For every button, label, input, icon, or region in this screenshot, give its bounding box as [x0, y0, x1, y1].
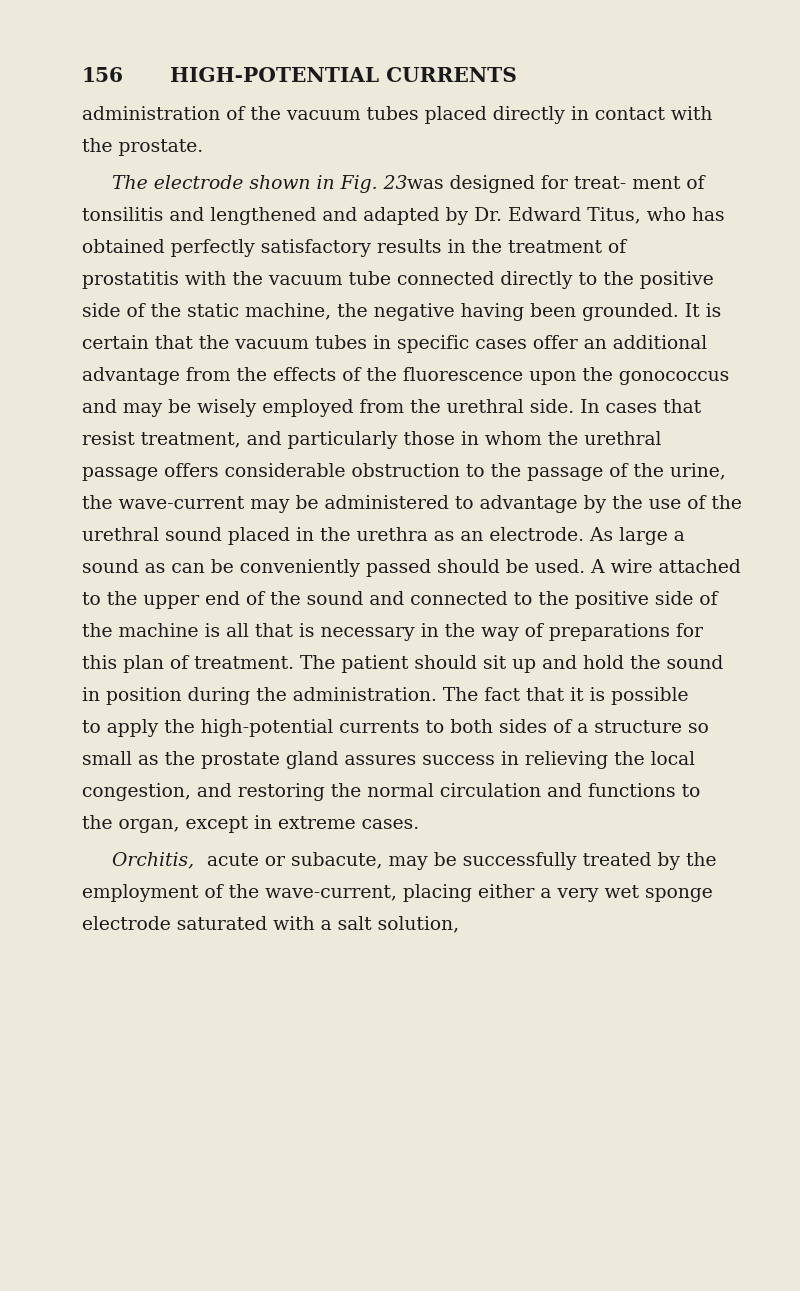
Text: to the upper end of the sound and connected to the positive side of: to the upper end of the sound and connec… — [82, 591, 717, 609]
Text: in position during the administration. The fact that it is possible: in position during the administration. T… — [82, 687, 688, 705]
Text: prostatitis with the vacuum tube connected directly to the positive: prostatitis with the vacuum tube connect… — [82, 271, 714, 289]
Text: the wave-current may be administered to advantage by the use of the: the wave-current may be administered to … — [82, 494, 742, 513]
Text: side of the static machine, the negative having been grounded. It is: side of the static machine, the negative… — [82, 303, 721, 320]
Text: this plan of treatment. The patient should sit up and hold the sound: this plan of treatment. The patient shou… — [82, 655, 722, 673]
Text: obtained perfectly satisfactory results in the treatment of: obtained perfectly satisfactory results … — [82, 239, 626, 257]
Text: administration of the vacuum tubes placed directly in contact with: administration of the vacuum tubes place… — [82, 106, 712, 124]
Text: advantage from the effects of the fluorescence upon the gonococcus: advantage from the effects of the fluore… — [82, 367, 729, 385]
Text: passage offers considerable obstruction to the passage of the urine,: passage offers considerable obstruction … — [82, 462, 726, 480]
Text: The electrode shown in Fig. 23: The electrode shown in Fig. 23 — [111, 174, 413, 192]
Text: small as the prostate gland assures success in relieving the local: small as the prostate gland assures succ… — [82, 751, 694, 769]
Text: the organ, except in extreme cases.: the organ, except in extreme cases. — [82, 815, 418, 833]
Text: HIGH-POTENTIAL CURRENTS: HIGH-POTENTIAL CURRENTS — [170, 66, 517, 86]
Text: 156: 156 — [82, 66, 123, 86]
Text: certain that the vacuum tubes in specific cases offer an additional: certain that the vacuum tubes in specifi… — [82, 334, 706, 352]
Text: the prostate.: the prostate. — [82, 138, 202, 156]
Text: employment of the wave-current, placing either a very wet sponge: employment of the wave-current, placing … — [82, 883, 712, 901]
Text: and may be wisely employed from the urethral side. In cases that: and may be wisely employed from the uret… — [82, 399, 701, 417]
Text: the machine is all that is necessary in the way of preparations for: the machine is all that is necessary in … — [82, 622, 702, 640]
Text: resist treatment, and particularly those in whom the urethral: resist treatment, and particularly those… — [82, 431, 661, 449]
Text: to apply the high-potential currents to both sides of a structure so: to apply the high-potential currents to … — [82, 719, 708, 737]
Text: tonsilitis and lengthened and adapted by Dr. Edward Titus, who has: tonsilitis and lengthened and adapted by… — [82, 207, 724, 225]
Text: was designed for treat- ment of: was designed for treat- ment of — [407, 174, 705, 192]
Text: congestion, and restoring the normal circulation and functions to: congestion, and restoring the normal cir… — [82, 782, 700, 800]
Text: sound as can be conveniently passed should be used. A wire attached: sound as can be conveniently passed shou… — [82, 559, 740, 577]
Text: Orchitis,: Orchitis, — [111, 852, 200, 870]
Text: acute or subacute, may be successfully treated by the: acute or subacute, may be successfully t… — [207, 852, 717, 870]
Text: urethral sound placed in the urethra as an electrode. As large a: urethral sound placed in the urethra as … — [82, 527, 684, 545]
Text: electrode saturated with a salt solution,: electrode saturated with a salt solution… — [82, 915, 458, 933]
